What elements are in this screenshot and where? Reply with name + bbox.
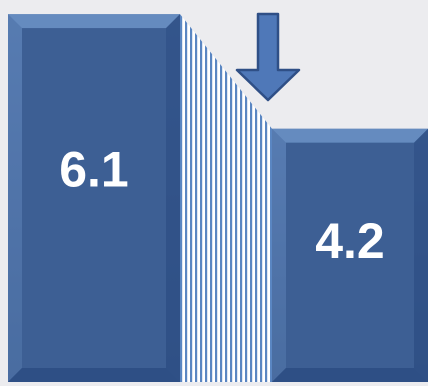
bar-1-face [22,28,166,368]
data-label-bar-1: 6.1 [59,142,129,198]
bar-1-bevel-top [8,14,180,29]
bars-group [8,14,428,382]
bar-1-bevel-left [8,14,22,382]
data-label-bar-2: 4.2 [315,213,385,269]
decrease-connector-area [180,14,272,382]
down-arrow-icon [235,12,301,102]
bar-1-bevel-bottom [8,368,180,382]
bar-1 [8,14,180,382]
down-arrow-shape [235,12,301,102]
decrease-connector [180,14,272,382]
data-labels-group: 6.1 4.2 [59,142,385,270]
bar-2-face [286,142,414,368]
bar-1-bevel-right [166,14,180,382]
bar-2-bevel-top [272,128,428,143]
bar-2 [272,128,428,382]
bar-2-bevel-right [414,128,428,382]
bar-2-bevel-bottom [272,368,428,382]
bar-2-bevel-left [272,128,286,382]
